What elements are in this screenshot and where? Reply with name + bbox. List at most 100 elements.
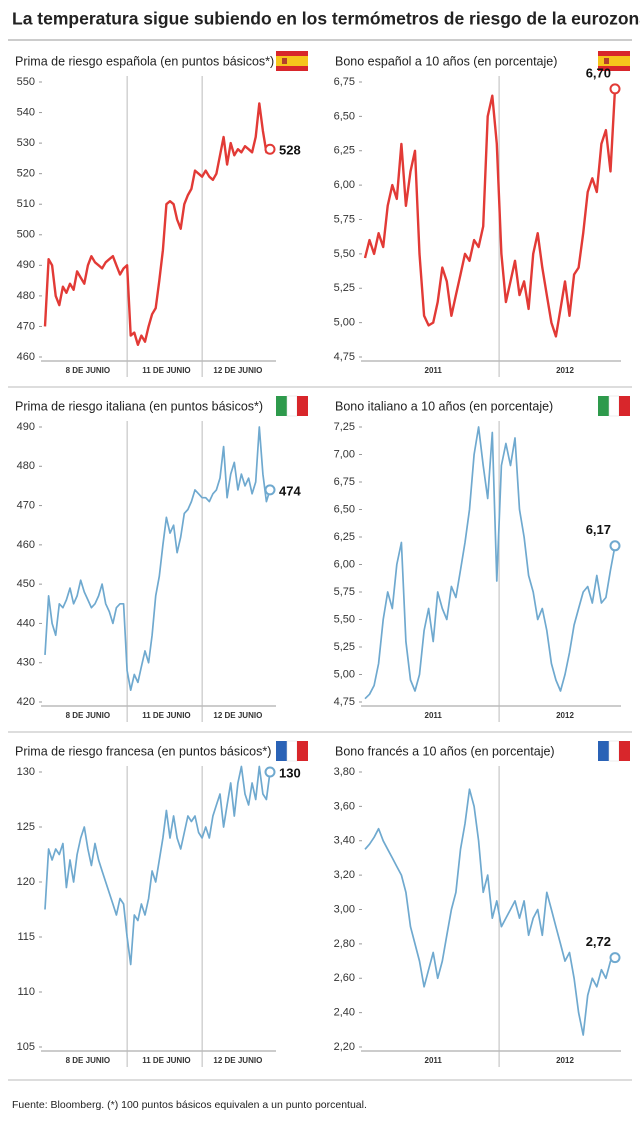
y-tick-label: 6,25	[334, 531, 355, 543]
y-tick-label: 480	[17, 460, 35, 472]
y-tick-label: 120	[17, 876, 35, 888]
y-tick-label: 5,25	[334, 641, 355, 653]
y-tick-label: 3,20	[334, 869, 355, 881]
y-tick-label: 5,00	[334, 317, 355, 329]
y-tick-label: 3,60	[334, 800, 355, 812]
y-tick-label: 115	[17, 931, 35, 943]
source-note: Fuente: Bloomberg. (*) 100 puntos básico…	[12, 1099, 367, 1111]
y-tick-label: 6,00	[334, 179, 355, 191]
end-marker	[264, 143, 276, 155]
x-tick-label: 8 DE JUNIO	[66, 1056, 110, 1065]
y-tick-label: 2,60	[334, 972, 355, 984]
y-tick-label: 2,40	[334, 1007, 355, 1019]
line	[44, 426, 271, 692]
y-tick-label: 110	[17, 986, 35, 998]
y-tick-label: 6,50	[334, 503, 355, 515]
y-tick-label: 2,80	[334, 938, 355, 950]
y-tick-label: 530	[17, 137, 35, 149]
y-tick-label: 440	[17, 617, 35, 629]
line	[44, 765, 271, 966]
x-tick-label: 2011	[425, 366, 443, 375]
y-tick-label: 520	[17, 168, 35, 180]
y-tick-label: 6,75	[334, 476, 355, 488]
end-marker	[264, 484, 276, 496]
y-tick-label: 550	[17, 76, 35, 88]
end-label: 6,70	[586, 65, 611, 80]
y-tick-label: 450	[17, 578, 35, 590]
y-tick-label: 4,75	[334, 696, 355, 708]
flag-france	[276, 740, 308, 762]
x-tick-label: 8 DE JUNIO	[66, 711, 110, 720]
x-tick-label: 2012	[556, 366, 574, 375]
y-tick-label: 5,50	[334, 613, 355, 625]
line	[363, 88, 617, 338]
y-tick-label: 4,75	[334, 351, 355, 363]
x-tick-label: 2011	[425, 711, 443, 720]
end-marker	[609, 540, 621, 552]
flag-spain	[598, 51, 630, 71]
y-tick-label: 5,75	[334, 586, 355, 598]
y-tick-label: 500	[17, 229, 35, 241]
x-tick-label: 11 DE JUNIO	[142, 711, 190, 720]
end-label: 130	[279, 765, 301, 780]
y-tick-label: 105	[17, 1041, 35, 1053]
y-tick-label: 5,00	[334, 668, 355, 680]
x-tick-label: 2012	[556, 711, 574, 720]
panel-title: Prima de riesgo francesa (en puntos bási…	[15, 744, 271, 758]
y-tick-label: 510	[17, 198, 35, 210]
y-tick-label: 7,25	[334, 421, 355, 433]
x-tick-label: 12 DE JUNIO	[213, 1056, 262, 1065]
y-tick-label: 5,75	[334, 213, 355, 225]
end-label: 6,17	[586, 522, 611, 537]
y-tick-label: 125	[17, 821, 35, 833]
y-tick-label: 6,25	[334, 145, 355, 157]
y-tick-label: 490	[17, 259, 35, 271]
panel-title: Bono francés a 10 años (en porcentaje)	[335, 744, 555, 758]
end-marker	[609, 952, 621, 964]
flag-italy	[598, 395, 630, 417]
end-marker	[264, 766, 276, 778]
x-tick-label: 12 DE JUNIO	[213, 711, 262, 720]
x-tick-label: 12 DE JUNIO	[213, 366, 262, 375]
line	[43, 102, 271, 346]
y-tick-label: 5,50	[334, 248, 355, 260]
flag-italy	[276, 395, 308, 417]
y-tick-label: 420	[17, 696, 35, 708]
y-tick-label: 7,00	[334, 448, 355, 460]
y-tick-label: 3,00	[334, 903, 355, 915]
x-tick-label: 11 DE JUNIO	[142, 366, 190, 375]
y-tick-label: 540	[17, 106, 35, 118]
y-tick-label: 470	[17, 320, 35, 332]
y-tick-label: 430	[17, 657, 35, 669]
y-tick-label: 6,50	[334, 110, 355, 122]
panel-title: Prima de riesgo española (en puntos bási…	[15, 54, 274, 68]
flag-spain	[276, 51, 308, 71]
end-label: 474	[279, 483, 301, 498]
y-tick-label: 460	[17, 351, 35, 363]
x-tick-label: 8 DE JUNIO	[66, 366, 110, 375]
y-tick-label: 480	[17, 290, 35, 302]
end-label: 528	[279, 143, 301, 158]
line	[364, 426, 616, 700]
x-tick-label: 2012	[556, 1056, 574, 1065]
panel-title: Bono español a 10 años (en porcentaje)	[335, 54, 557, 68]
y-tick-label: 470	[17, 499, 35, 511]
flag-france	[598, 740, 630, 762]
y-tick-label: 5,25	[334, 282, 355, 294]
y-tick-label: 460	[17, 539, 35, 551]
y-tick-label: 6,75	[334, 76, 355, 88]
line	[364, 788, 616, 1036]
end-marker	[609, 83, 621, 95]
y-tick-label: 6,00	[334, 558, 355, 570]
end-label: 2,72	[586, 934, 611, 949]
y-tick-label: 130	[17, 766, 35, 778]
main-title: La temperatura sigue subiendo en los ter…	[12, 9, 640, 29]
x-tick-label: 11 DE JUNIO	[142, 1056, 190, 1065]
y-tick-label: 3,80	[334, 766, 355, 778]
y-tick-label: 490	[17, 421, 35, 433]
x-tick-label: 2011	[425, 1056, 443, 1065]
y-tick-label: 2,20	[334, 1041, 355, 1053]
panel-title: Bono italiano a 10 años (en porcentaje)	[335, 399, 553, 413]
y-tick-label: 3,40	[334, 835, 355, 847]
